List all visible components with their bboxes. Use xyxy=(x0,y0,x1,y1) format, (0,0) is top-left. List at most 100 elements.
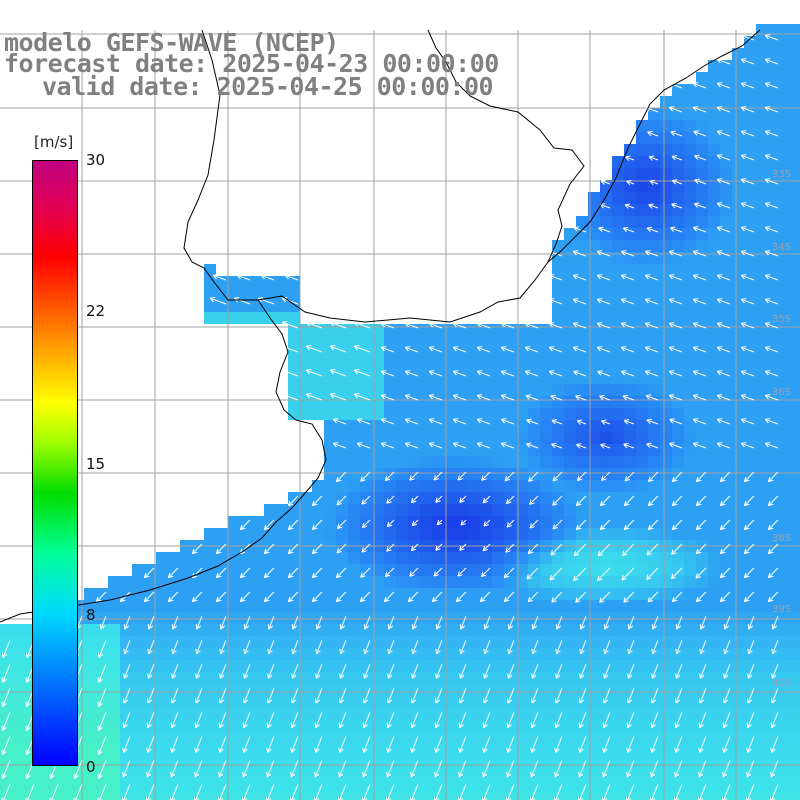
field-cell xyxy=(504,756,516,768)
wind-arrow xyxy=(716,106,731,113)
field-cell xyxy=(468,408,480,420)
field-cell xyxy=(684,720,696,732)
wind-arrow xyxy=(719,567,731,579)
field-cell xyxy=(696,612,708,624)
field-cell xyxy=(348,528,360,540)
wind-arrow xyxy=(716,154,731,161)
field-cell xyxy=(216,756,228,768)
wind-arrow xyxy=(530,735,539,753)
field-cell xyxy=(744,276,756,288)
field-cell xyxy=(108,696,120,708)
field-cell xyxy=(324,636,336,648)
wind-arrow xyxy=(409,783,419,800)
field-cell xyxy=(624,180,636,192)
field-cell xyxy=(720,192,732,204)
field-cell xyxy=(756,108,768,120)
field-cell xyxy=(732,780,744,792)
field-cell xyxy=(696,72,708,84)
field-cell xyxy=(540,660,552,672)
wind-arrow xyxy=(668,82,683,89)
wind-arrow xyxy=(740,322,755,329)
field-cell xyxy=(276,576,288,588)
field-cell xyxy=(684,612,696,624)
field-cell xyxy=(768,468,780,480)
field-cell xyxy=(348,792,360,800)
field-cell xyxy=(204,732,216,744)
field-cell xyxy=(720,228,732,240)
field-cell xyxy=(576,492,588,504)
field-cell xyxy=(624,264,636,276)
field-cell xyxy=(732,360,744,372)
field-cell xyxy=(48,684,60,696)
field-cell xyxy=(768,660,780,672)
field-cell xyxy=(600,300,612,312)
field-cell xyxy=(420,504,432,516)
field-cell xyxy=(684,600,696,612)
field-cell xyxy=(708,696,720,708)
wind-arrow xyxy=(692,226,707,233)
field-cell xyxy=(660,720,672,732)
field-cell xyxy=(528,516,540,528)
field-cell xyxy=(372,732,384,744)
field-cell xyxy=(756,756,768,768)
wind-arrow xyxy=(212,274,227,281)
field-cell xyxy=(324,324,336,336)
field-cell xyxy=(180,660,192,672)
field-cell xyxy=(336,672,348,684)
field-cell xyxy=(588,684,600,696)
wind-arrow xyxy=(503,591,515,603)
field-cell xyxy=(660,708,672,720)
field-cell xyxy=(648,468,660,480)
field-cell xyxy=(204,780,216,792)
wind-arrow xyxy=(692,274,707,281)
field-cell xyxy=(780,228,792,240)
field-cell xyxy=(408,756,420,768)
field-cell xyxy=(96,708,108,720)
field-cell xyxy=(792,84,800,96)
field-cell xyxy=(324,672,336,684)
field-cell xyxy=(300,336,312,348)
field-cell xyxy=(372,624,384,636)
field-cell xyxy=(456,612,468,624)
field-cell xyxy=(228,312,240,324)
field-cell xyxy=(624,756,636,768)
field-cell xyxy=(792,252,800,264)
field-cell xyxy=(564,504,576,516)
wind-arrow xyxy=(383,591,395,603)
field-cell xyxy=(696,480,708,492)
field-cell xyxy=(516,552,528,564)
wind-arrow xyxy=(167,567,179,579)
field-cell xyxy=(732,648,744,660)
field-cell xyxy=(180,744,192,756)
field-cell xyxy=(156,744,168,756)
field-cell xyxy=(408,360,420,372)
field-cell xyxy=(672,504,684,516)
field-cell xyxy=(756,516,768,528)
field-cell xyxy=(168,792,180,800)
field-cell xyxy=(300,552,312,564)
field-cell xyxy=(480,576,492,588)
field-cell xyxy=(684,324,696,336)
field-cell xyxy=(372,552,384,564)
field-cell xyxy=(372,480,384,492)
field-cell xyxy=(12,792,24,800)
field-cell xyxy=(552,276,564,288)
field-cell xyxy=(288,612,300,624)
field-cell xyxy=(300,672,312,684)
field-cell xyxy=(252,780,264,792)
coastline-north-border xyxy=(183,29,585,323)
wind-arrow xyxy=(387,615,395,630)
field-cell xyxy=(576,408,588,420)
field-cell xyxy=(36,672,48,684)
field-cell xyxy=(708,528,720,540)
field-cell xyxy=(612,300,624,312)
field-cell xyxy=(408,600,420,612)
field-cell xyxy=(696,252,708,264)
field-cell xyxy=(228,576,240,588)
wind-arrow xyxy=(743,471,755,483)
wind-arrow xyxy=(171,615,179,630)
field-cell xyxy=(252,648,264,660)
field-cell xyxy=(660,444,672,456)
field-cell xyxy=(684,372,696,384)
field-cell xyxy=(744,84,756,96)
